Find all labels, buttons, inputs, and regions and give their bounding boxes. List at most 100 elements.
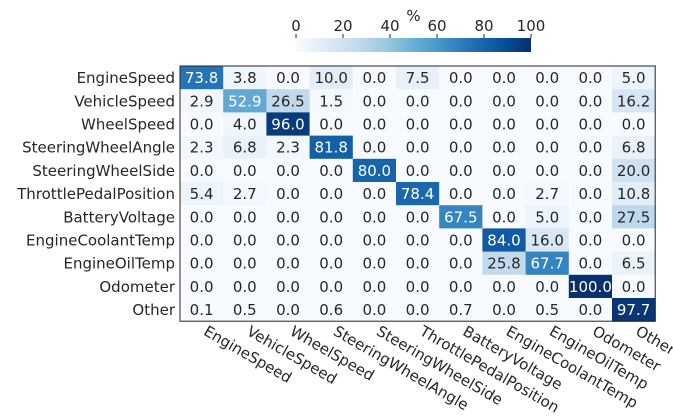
- heatmap-cell: [352, 274, 397, 299]
- cell-value-label: 0.0: [406, 116, 430, 134]
- cell-value-label: 0.0: [190, 208, 214, 226]
- cell-value-label: 0.0: [319, 185, 343, 203]
- heatmap-cell: [525, 135, 570, 160]
- heatmap-cell: [396, 89, 440, 113]
- cell-value-label: 97.7: [617, 301, 650, 319]
- cell-value-label: 4.0: [233, 116, 257, 134]
- cell-value-label: 0.1: [190, 301, 214, 319]
- cell-value-label: 0.0: [276, 255, 300, 273]
- cell-value-label: 0.0: [578, 162, 602, 180]
- heatmap-cell: [439, 66, 483, 90]
- heatmap-cell: [180, 89, 224, 113]
- cell-value-label: 2.7: [535, 185, 559, 203]
- cell-value-label: 2.3: [190, 139, 214, 157]
- heatmap-cell: [352, 298, 397, 322]
- cell-value-label: 0.0: [190, 162, 214, 180]
- heatmap-cell: [352, 228, 397, 253]
- cell-value-label: 0.0: [449, 92, 473, 110]
- cell-value-label: 0.0: [276, 301, 300, 319]
- heatmap-cell: [525, 228, 570, 253]
- cell-value-label: 73.8: [185, 69, 218, 87]
- cell-value-label: 0.0: [622, 278, 646, 296]
- heatmap-cell: [439, 274, 483, 299]
- heatmap-cell: [439, 135, 483, 160]
- cell-value-label: 0.0: [492, 162, 516, 180]
- heatmap-cell: [223, 89, 267, 113]
- heatmap-cell: [568, 274, 613, 299]
- heatmap-cell: [525, 66, 570, 90]
- heatmap-cells: 73.8 3.8 0.0 10.0 0.0 7.5 0.0 0.0 0.0 0.0 5.0 2.9 52…: [179, 65, 656, 322]
- cell-value-label: 0.0: [535, 139, 559, 157]
- heatmap-cell: [612, 251, 656, 276]
- cell-value-label: 0.0: [578, 139, 602, 157]
- cell-value-label: 0.0: [578, 116, 602, 134]
- heatmap-cell: [223, 158, 267, 183]
- heatmap-cell: [612, 298, 656, 322]
- heatmap-cell: [266, 228, 311, 253]
- heatmap-cell: [482, 112, 527, 137]
- heatmap-cell: [180, 274, 224, 299]
- cell-value-label: 0.0: [406, 301, 430, 319]
- cell-value-label: 0.0: [276, 208, 300, 226]
- cell-value-label: 0.0: [319, 208, 343, 226]
- heatmap-cell: [309, 89, 354, 113]
- row-label: WheelSpeed: [81, 116, 175, 134]
- cell-value-label: 67.5: [444, 208, 477, 226]
- heatmap-cell: [352, 158, 397, 183]
- cell-value-label: 0.0: [578, 208, 602, 226]
- cell-value-label: 0.0: [406, 208, 430, 226]
- heatmap-cell: [568, 158, 613, 183]
- cell-value-label: 0.0: [406, 255, 430, 273]
- heatmap-cell: [439, 112, 483, 137]
- heatmap-cell: [482, 251, 527, 276]
- cell-value-label: 16.0: [530, 232, 563, 250]
- cell-value-label: 0.0: [492, 278, 516, 296]
- cell-value-label: 2.7: [233, 185, 257, 203]
- heatmap-cell: [309, 182, 354, 206]
- heatmap-cell: [482, 298, 527, 322]
- cell-value-label: 0.0: [233, 278, 257, 296]
- cell-value-label: 0.0: [190, 255, 214, 273]
- heatmap-cell: [266, 274, 311, 299]
- cell-value-label: 0.0: [492, 185, 516, 203]
- row-label: Other: [132, 301, 175, 319]
- cell-value-label: 0.0: [276, 278, 300, 296]
- cell-value-label: 0.0: [449, 278, 473, 296]
- heatmap-cell: [482, 274, 527, 299]
- heatmap-cell: [352, 205, 397, 229]
- heatmap-cell: [266, 205, 311, 229]
- heatmap-cell: [568, 251, 613, 276]
- heatmap-cell: [223, 112, 267, 137]
- heatmap-cell: [439, 251, 483, 276]
- heatmap-cell: [612, 228, 656, 253]
- heatmap-cell: [352, 112, 397, 137]
- heatmap-cell: [482, 89, 527, 113]
- cell-value-label: 0.0: [362, 208, 386, 226]
- heatmap-cell: [612, 182, 656, 206]
- cell-value-label: 0.0: [578, 185, 602, 203]
- cell-value-label: 0.0: [449, 116, 473, 134]
- heatmap-cell: [612, 135, 656, 160]
- heatmap-cell: [309, 298, 354, 322]
- heatmap-cell: [568, 298, 613, 322]
- colorbar-tick-label: 60: [427, 17, 446, 35]
- heatmap-cell: [525, 274, 570, 299]
- colorbar-tick-label: 80: [474, 17, 493, 35]
- cell-value-label: 0.0: [492, 69, 516, 87]
- column-labels: EngineSpeedVehicleSpeedWheelSpeedSteerin…: [201, 322, 673, 417]
- cell-value-label: 0.0: [449, 255, 473, 273]
- heatmap-cell: [439, 182, 483, 206]
- cell-value-label: 10.0: [314, 69, 347, 87]
- cell-value-label: 0.0: [362, 185, 386, 203]
- heatmap-cell: [309, 274, 354, 299]
- heatmap-cell: [266, 251, 311, 276]
- heatmap-cell: [396, 274, 440, 299]
- cell-value-label: 0.0: [319, 232, 343, 250]
- cell-value-label: 0.0: [535, 278, 559, 296]
- heatmap-cell: [482, 182, 527, 206]
- heatmap-cell: [439, 205, 483, 229]
- row-label: EngineCoolantTemp: [26, 232, 175, 250]
- heatmap-cell: [309, 205, 354, 229]
- cell-value-label: 0.0: [449, 139, 473, 157]
- cell-value-label: 2.9: [190, 92, 214, 110]
